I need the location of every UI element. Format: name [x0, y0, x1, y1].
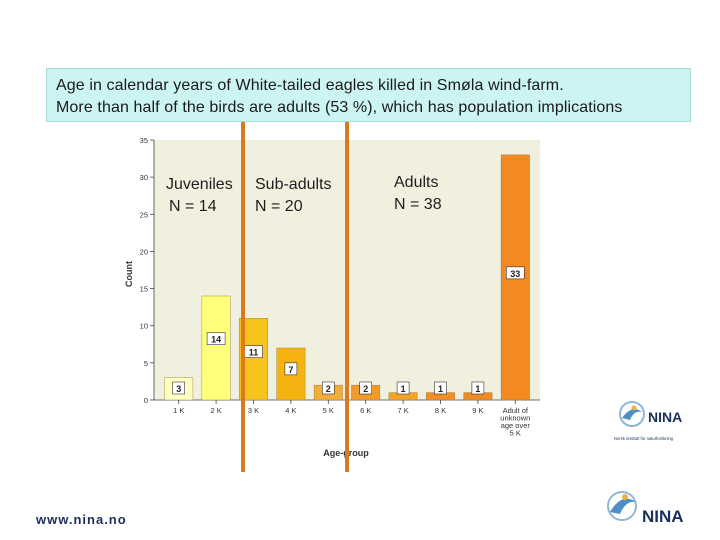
data-label-box	[206, 332, 226, 345]
bar	[201, 295, 231, 401]
data-label-box	[396, 381, 410, 395]
logo-large-dot-icon	[622, 494, 628, 500]
footer-url: www.nina.no	[36, 512, 127, 527]
juveniles-count: N = 14	[169, 198, 217, 215]
data-label: 1	[401, 384, 406, 394]
x-tick-label: Adult of	[503, 406, 529, 415]
x-tick-label: 9 K	[472, 406, 483, 415]
data-label-box	[505, 266, 525, 280]
data-label-box	[172, 381, 186, 395]
y-tick-label: 30	[140, 173, 148, 182]
juveniles-label: Juveniles N = 14	[166, 174, 233, 218]
data-label: 7	[288, 365, 293, 375]
x-tick-label: age over	[501, 421, 531, 430]
data-label-box	[322, 381, 335, 395]
title-line-1: Age in calendar years of White-tailed ea…	[56, 77, 564, 94]
bar	[239, 318, 268, 401]
logo-small-text: NINA	[648, 409, 682, 425]
logo-small-dot-icon	[631, 405, 637, 411]
x-tick-label: 5 K	[510, 429, 521, 438]
y-tick-label: 25	[140, 210, 148, 219]
subadults-name: Sub-adults	[255, 176, 332, 193]
x-tick-label: 7 K	[397, 406, 408, 415]
data-label: 14	[211, 335, 221, 345]
logo-small-swirl-icon	[622, 409, 642, 420]
y-tick-label: 10	[140, 322, 148, 331]
data-label: 11	[249, 348, 259, 358]
x-tick-label: 8 K	[435, 406, 446, 415]
y-tick-label: 5	[144, 359, 148, 368]
title-line-2: More than half of the birds are adults (…	[56, 99, 623, 116]
logo-large-swirl-icon	[610, 498, 636, 514]
adults-count: N = 38	[394, 196, 442, 213]
subadults-count: N = 20	[255, 198, 303, 215]
data-label-box	[359, 381, 372, 395]
subadults-label: Sub-adults N = 20	[255, 174, 332, 218]
data-label: 33	[510, 269, 520, 279]
y-tick-label: 35	[140, 136, 148, 145]
adults-name: Adults	[394, 174, 439, 191]
x-tick-label: 1 K	[173, 406, 184, 415]
logo-large-text: NINA	[642, 507, 684, 526]
y-axis-title: Count	[124, 261, 134, 287]
nina-logo-small: NINA Norsk institutt for naturforskning	[614, 401, 682, 441]
adults-label: Adults N = 38	[394, 172, 442, 216]
chart-title-box: Age in calendar years of White-tailed ea…	[46, 68, 691, 122]
x-tick-label: 4 K	[285, 406, 296, 415]
x-tick-label: 3 K	[248, 406, 259, 415]
x-tick-label: 2 K	[210, 406, 221, 415]
data-label: 2	[326, 384, 331, 394]
x-axis-title: Age-group	[323, 448, 369, 458]
x-tick-label: 5 K	[323, 406, 334, 415]
data-label: 1	[438, 384, 443, 394]
x-tick-label: unknown	[500, 414, 530, 423]
data-label-box	[434, 381, 447, 395]
logo-small-caption: Norsk institutt for naturforskning	[614, 436, 674, 441]
data-label-box	[471, 381, 485, 395]
x-tick-label: 6 K	[360, 406, 371, 415]
y-tick-label: 0	[144, 396, 148, 405]
data-label-box	[284, 362, 298, 376]
data-label: 2	[363, 384, 368, 394]
y-tick-label: 20	[140, 247, 148, 256]
nina-logo-large: NINA	[607, 491, 684, 526]
data-label: 3	[176, 384, 181, 394]
juveniles-name: Juveniles	[166, 176, 233, 193]
data-label: 1	[475, 384, 480, 394]
y-tick-label: 15	[140, 285, 148, 294]
